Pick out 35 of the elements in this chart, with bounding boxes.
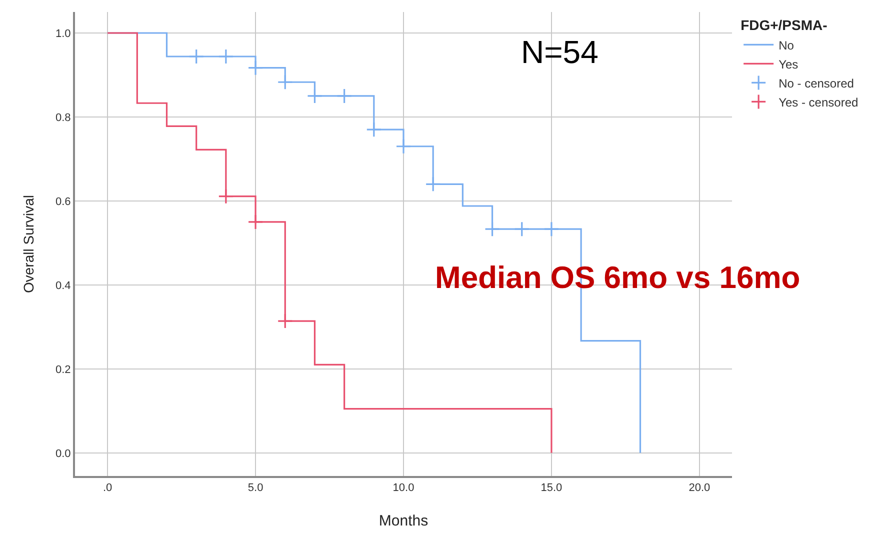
legend-label: No xyxy=(778,38,794,52)
annotation: N=54 xyxy=(521,34,598,70)
point xyxy=(544,221,560,237)
point xyxy=(248,214,264,230)
x-tick-label: 20.0 xyxy=(688,482,710,494)
point xyxy=(425,176,441,192)
x-tick-label: 5.0 xyxy=(248,482,264,494)
legend-label: No - censored xyxy=(778,76,854,90)
x-tick-label: .0 xyxy=(102,482,112,494)
point xyxy=(306,88,323,104)
y-tick-label: 0.6 xyxy=(56,196,71,208)
point xyxy=(218,48,234,64)
point xyxy=(277,313,293,329)
point xyxy=(336,88,352,104)
point xyxy=(188,48,204,64)
x-axis-title: Months xyxy=(378,512,428,530)
x-tick-label: 10.0 xyxy=(392,482,414,494)
point xyxy=(277,74,293,90)
legend-title: FDG+/PSMA- xyxy=(740,17,828,34)
y-tick-label: 1.0 xyxy=(56,28,71,40)
point xyxy=(514,221,530,237)
point xyxy=(396,138,412,154)
point xyxy=(218,188,234,204)
y-axis-title: Overall Survival xyxy=(20,194,37,294)
y-tick-label: 0.2 xyxy=(56,364,71,376)
point xyxy=(366,122,382,138)
point xyxy=(248,60,264,76)
x-tick-label: 15.0 xyxy=(540,482,562,494)
annotation: Median OS 6mo vs 16mo xyxy=(435,260,800,295)
y-tick-label: 0.4 xyxy=(56,280,71,292)
legend-label: Yes - censored xyxy=(778,95,858,110)
legend-label: Yes xyxy=(778,57,798,72)
point xyxy=(484,221,500,237)
y-tick-label: 0.8 xyxy=(56,112,71,124)
y-tick-label: 0.0 xyxy=(56,448,71,460)
